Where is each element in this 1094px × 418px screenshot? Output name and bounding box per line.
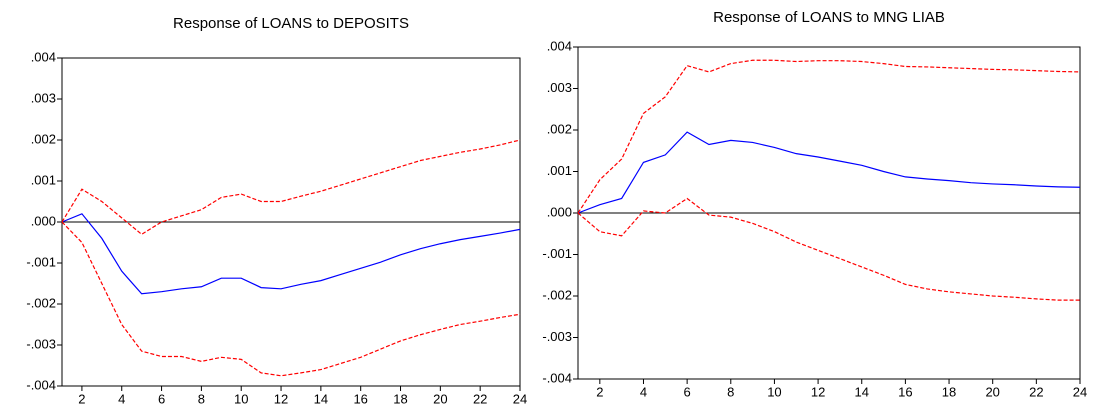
x-tick-label: 2 [78, 391, 85, 406]
series-line [577, 197, 1080, 301]
y-tick-label: .003 [31, 90, 56, 105]
x-tick-label: 18 [942, 384, 956, 399]
x-tick-label: 16 [898, 384, 912, 399]
y-tick-label: -.003 [542, 329, 572, 344]
x-tick-label: 14 [314, 391, 328, 406]
x-tick-label: 8 [727, 384, 734, 399]
x-tick-label: 14 [855, 384, 869, 399]
y-tick-label: .000 [31, 213, 56, 228]
y-tick-label: -.004 [542, 370, 572, 385]
x-tick-label: 20 [985, 384, 999, 399]
x-tick-label: 4 [640, 384, 647, 399]
y-tick-label: .000 [547, 204, 572, 219]
y-tick-label: .001 [31, 172, 56, 187]
chart: Response of LOANS to DEPOSITS -.004 -.003 -… [26, 15, 527, 406]
y-tick-label: .004 [31, 49, 56, 64]
x-tick-label: 16 [353, 391, 367, 406]
y-tick-label: .002 [547, 121, 572, 136]
y-tick-label: -.004 [26, 377, 56, 392]
x-tick-label: 2 [596, 384, 603, 399]
y-tick-label: .003 [547, 80, 572, 95]
x-tick-label: 22 [1029, 384, 1043, 399]
y-tick-label: -.001 [26, 254, 56, 269]
series-line [61, 139, 521, 236]
x-tick-label: 4 [118, 391, 125, 406]
x-tick-label: 24 [513, 391, 527, 406]
y-tick-label: -.002 [542, 287, 572, 302]
x-tick-label: 6 [158, 391, 165, 406]
y-tick-label: -.002 [26, 295, 56, 310]
x-tick-label: 10 [234, 391, 248, 406]
y-tick-label: -.001 [542, 246, 572, 261]
x-tick-label: 12 [811, 384, 825, 399]
chart-title: Response of LOANS to DEPOSITS [173, 15, 409, 32]
y-tick-label: .002 [31, 131, 56, 146]
x-tick-label: 20 [433, 391, 447, 406]
chart-title: Response of LOANS to MNG LIAB [713, 9, 945, 26]
x-tick-label: 18 [393, 391, 407, 406]
x-tick-label: 24 [1073, 384, 1087, 399]
chart: Response of LOANS to MNG LIAB -.004 -.003 -… [542, 9, 1087, 399]
x-tick-label: 22 [473, 391, 487, 406]
y-tick-label: .004 [547, 38, 572, 53]
x-tick-label: 10 [767, 384, 781, 399]
series-line [61, 213, 521, 295]
series-line [61, 221, 521, 377]
x-tick-label: 8 [198, 391, 205, 406]
y-tick-label: .001 [547, 163, 572, 178]
x-tick-label: 12 [274, 391, 288, 406]
y-tick-label: -.003 [26, 336, 56, 351]
x-tick-label: 6 [684, 384, 691, 399]
series-line [577, 59, 1081, 214]
series-line [577, 131, 1081, 214]
